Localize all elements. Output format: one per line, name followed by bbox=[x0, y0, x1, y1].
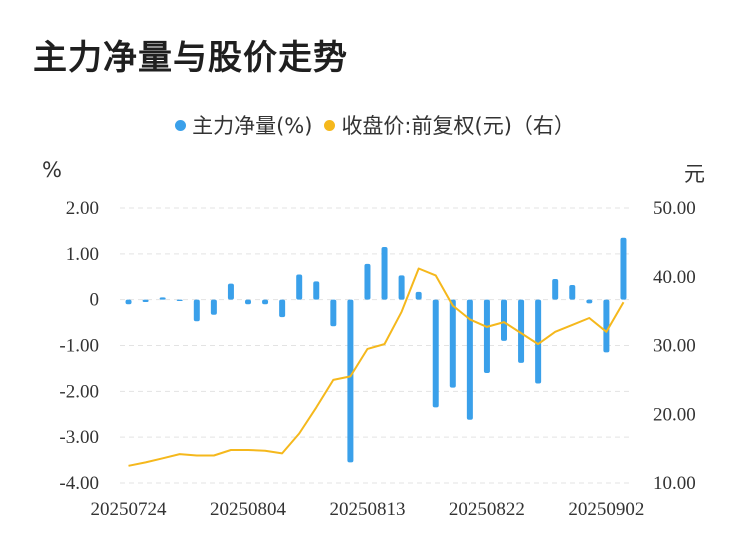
bar-20250901[interactable] bbox=[586, 299, 593, 304]
chart-title: 主力净量与股价走势 bbox=[33, 38, 348, 78]
legend-label-net: 主力净量(%) bbox=[192, 114, 313, 138]
bar-20250805[interactable] bbox=[262, 299, 269, 305]
x-tick-label: 20250902 bbox=[568, 499, 644, 520]
y-right-tick-label: 30.00 bbox=[653, 336, 696, 357]
bar-20250815[interactable] bbox=[398, 275, 405, 300]
bar-20250729[interactable] bbox=[176, 299, 183, 302]
bar-20250807[interactable] bbox=[296, 274, 303, 300]
bar-20250814[interactable] bbox=[381, 246, 388, 300]
bar-20250812[interactable] bbox=[347, 299, 354, 463]
bar-20250806[interactable] bbox=[279, 299, 286, 318]
bar-20250725[interactable] bbox=[142, 299, 149, 302]
y-left-tick-label: -3.00 bbox=[59, 427, 99, 448]
bar-20250813[interactable] bbox=[364, 263, 371, 300]
bar-20250821[interactable] bbox=[466, 299, 473, 420]
x-tick-label: 20250813 bbox=[329, 499, 405, 520]
bar-20250724[interactable] bbox=[125, 299, 132, 305]
bar-20250820[interactable] bbox=[449, 299, 456, 388]
y-left-tick-label: -2.00 bbox=[59, 381, 99, 402]
legend-dot-blue-icon bbox=[175, 119, 187, 131]
y-right-tick-label: 20.00 bbox=[653, 404, 696, 425]
bar-layer bbox=[125, 237, 627, 463]
bar-20250822[interactable] bbox=[483, 299, 490, 373]
legend-label-price: 收盘价:前复权(元)（右） bbox=[341, 114, 575, 138]
bar-20250731[interactable] bbox=[210, 299, 217, 315]
right-axis-unit: 元 bbox=[684, 162, 705, 186]
bar-20250818[interactable] bbox=[415, 291, 422, 300]
bar-20250728[interactable] bbox=[159, 297, 166, 300]
bar-20250811[interactable] bbox=[330, 299, 337, 327]
legend: 主力净量(%) 收盘价:前复权(元)（右） bbox=[0, 110, 750, 140]
bar-20250902[interactable] bbox=[603, 299, 610, 353]
bar-20250827[interactable] bbox=[535, 299, 542, 384]
label-layer: 2.00 1.00 0 -1.00 -2.00 -3.00 -4.00 50.00 40.00 3… bbox=[59, 198, 695, 520]
bar-20250819[interactable] bbox=[432, 299, 439, 408]
y-right-tick-label: 40.00 bbox=[653, 267, 696, 288]
bar-20250825[interactable] bbox=[501, 299, 507, 341]
legend-dot-yellow-icon bbox=[324, 119, 336, 131]
bar-20250829[interactable] bbox=[569, 285, 576, 300]
y-right-tick-label: 10.00 bbox=[653, 473, 696, 494]
y-right-tick-label: 50.00 bbox=[653, 198, 696, 219]
bar-20250808[interactable] bbox=[313, 281, 320, 300]
bar-20250801[interactable] bbox=[227, 283, 234, 300]
bar-20250730[interactable] bbox=[193, 299, 200, 322]
x-tick-label: 20250724 bbox=[91, 499, 168, 520]
bar-20250804[interactable] bbox=[245, 299, 251, 305]
x-tick-label: 20250822 bbox=[449, 499, 525, 520]
y-left-tick-label: 2.00 bbox=[66, 198, 99, 219]
legend-item-price[interactable]: 收盘价:前复权(元)（右） bbox=[324, 110, 575, 140]
legend-item-net[interactable]: 主力净量(%) bbox=[175, 110, 312, 140]
price-line[interactable] bbox=[128, 267, 625, 467]
bar-20250828[interactable] bbox=[552, 279, 559, 300]
y-left-tick-label: -4.00 bbox=[59, 473, 99, 494]
y-left-tick-label: 1.00 bbox=[66, 244, 99, 265]
x-tick-label: 20250804 bbox=[210, 499, 287, 520]
y-left-tick-label: 0 bbox=[90, 290, 100, 311]
bar-20250826[interactable] bbox=[518, 299, 525, 363]
line-layer bbox=[128, 267, 625, 467]
y-left-tick-label: -1.00 bbox=[59, 336, 99, 357]
left-axis-unit: % bbox=[42, 158, 62, 182]
bar-20250903[interactable] bbox=[620, 237, 627, 300]
